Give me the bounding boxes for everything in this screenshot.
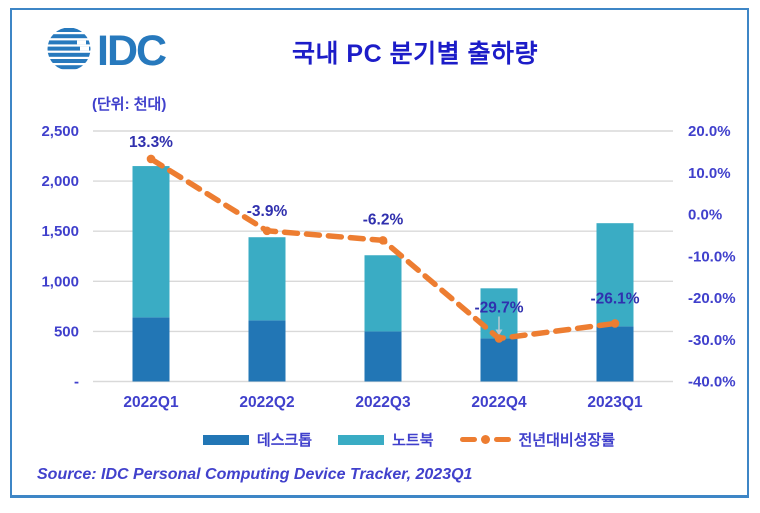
- left-axis-tick: 2,000: [41, 173, 79, 190]
- legend-label-growth: 전년대비성장률: [518, 432, 616, 449]
- idc-logo: IDC: [46, 25, 186, 75]
- bar-desktop-segment: [480, 338, 518, 382]
- chart-title: 국내 PC 분기별 출하량: [291, 40, 539, 68]
- bar-desktop-segment: [132, 317, 170, 382]
- x-axis-label: 2022Q2: [239, 394, 294, 411]
- growth-data-label: -3.9%: [247, 203, 288, 220]
- growth-data-label: -26.1%: [590, 290, 639, 307]
- callout-arrow-head: [495, 329, 503, 336]
- chart-frame: [10, 8, 749, 498]
- source-note: Source: IDC Personal Computing Device Tr…: [37, 466, 473, 483]
- growth-line-marker: [494, 334, 504, 343]
- left-axis-tick: 1,000: [41, 273, 79, 290]
- bar-desktop-segment: [596, 326, 634, 382]
- x-axis-label: 2022Q4: [471, 394, 527, 411]
- unit-label: (단위: 천대): [92, 96, 167, 113]
- right-axis-tick: 10.0%: [688, 165, 731, 182]
- desktop-swatch-icon: [202, 434, 249, 445]
- growth-data-label: 13.3%: [129, 134, 173, 151]
- left-axis-tick: 1,500: [41, 223, 79, 240]
- legend-item-desktop: 데스크톱: [202, 429, 313, 450]
- bar-notebook-segment: [132, 166, 170, 318]
- legend-label-notebook: 노트북: [392, 432, 434, 449]
- legend-item-growth: 전년대비성장률: [459, 429, 616, 450]
- notebook-swatch-icon: [338, 434, 385, 445]
- right-axis-tick: -40.0%: [688, 374, 736, 391]
- bar-desktop-segment: [364, 331, 402, 382]
- growth-line-marker: [262, 226, 272, 236]
- idc-logo-text: IDC: [97, 27, 166, 73]
- right-axis-tick: -30.0%: [688, 332, 736, 349]
- growth-line-marker: [378, 236, 388, 245]
- bar-notebook-segment: [248, 237, 286, 321]
- dashed-line-dot-icon: [459, 435, 511, 444]
- x-axis-label: 2022Q3: [355, 394, 411, 411]
- right-axis-tick: -20.0%: [688, 290, 736, 307]
- globe-icon: [47, 28, 91, 70]
- idc-logo-graphic: IDC: [47, 27, 168, 75]
- left-axis-tick: -: [74, 374, 79, 391]
- bar-notebook-segment: [364, 255, 402, 332]
- right-axis-tick: -10.0%: [688, 248, 736, 265]
- bar-desktop-segment: [248, 320, 286, 382]
- left-axis-tick: 2,500: [41, 123, 79, 140]
- x-axis-label: 2023Q1: [587, 394, 643, 411]
- right-axis-tick: 0.0%: [688, 207, 722, 224]
- growth-data-label: -29.7%: [474, 299, 523, 316]
- growth-line-marker: [146, 154, 156, 164]
- growth-data-label: -6.2%: [363, 211, 404, 228]
- growth-line-marker: [610, 319, 620, 328]
- legend-item-notebook: 노트북: [338, 429, 434, 450]
- bar-notebook-segment: [596, 223, 634, 327]
- legend-label-desktop: 데스크톱: [256, 432, 313, 449]
- legend: 데스크톱 노트북 전년대비성장률: [58, 429, 760, 450]
- right-axis-tick: 20.0%: [688, 123, 731, 140]
- left-axis-tick: 500: [54, 323, 79, 340]
- x-axis-label: 2022Q1: [123, 394, 179, 411]
